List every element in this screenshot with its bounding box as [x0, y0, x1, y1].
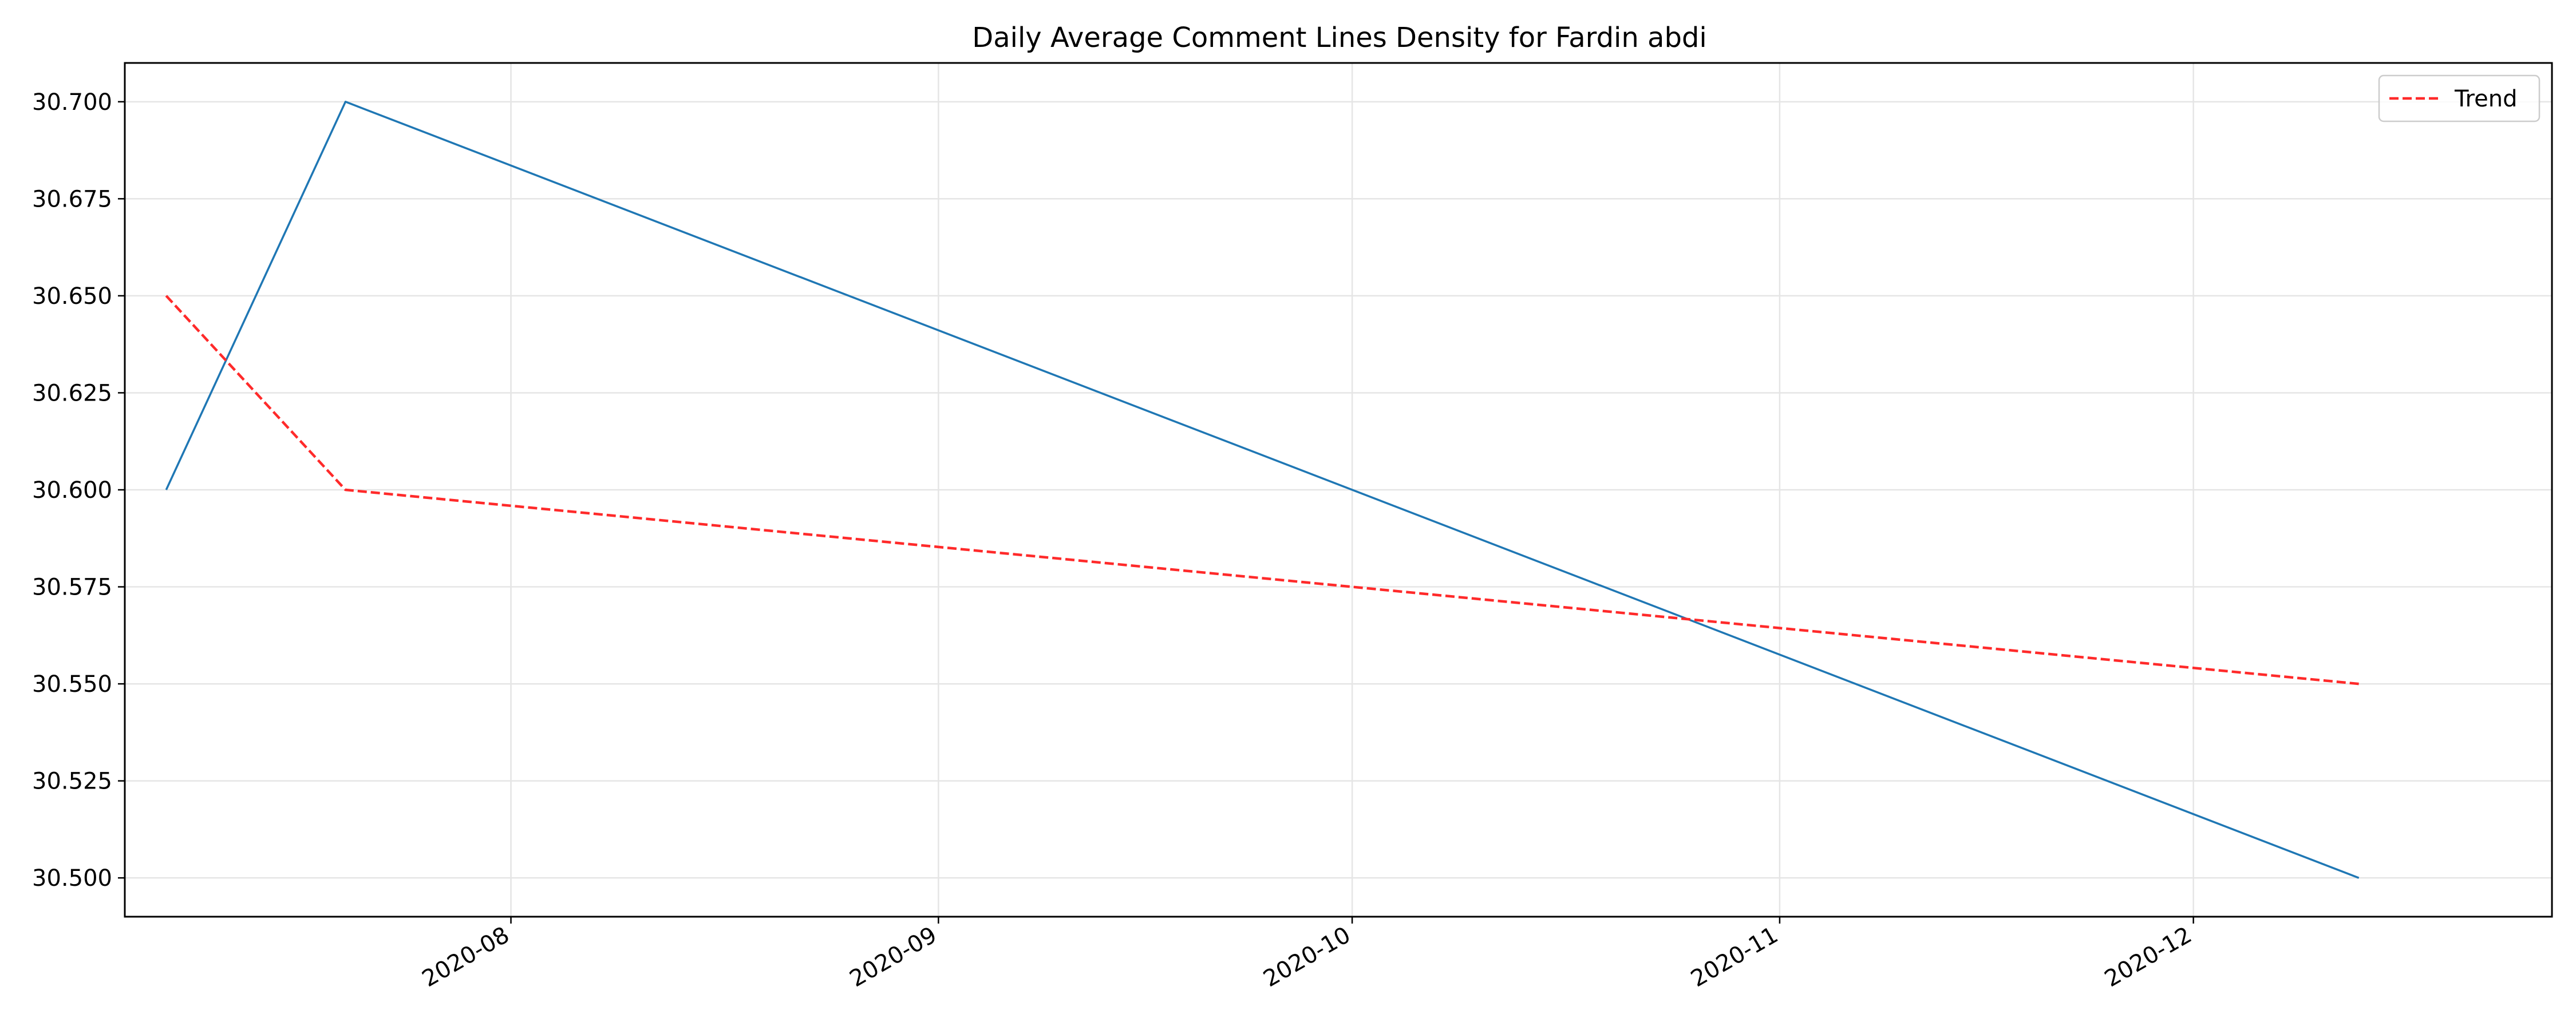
legend-box — [2378, 74, 2541, 122]
legend: Trend — [2378, 74, 2541, 122]
y-tick-label: 30.650 — [32, 283, 112, 310]
y-tick-label: 30.600 — [32, 477, 112, 504]
grid — [125, 63, 2552, 917]
y-tick-label: 30.525 — [32, 768, 112, 795]
y-tick-label: 30.500 — [32, 865, 112, 892]
series-group — [165, 101, 2360, 879]
series-line-trend — [165, 295, 2359, 686]
y-tick-label: 30.550 — [32, 671, 112, 698]
chart-title: Daily Average Comment Lines Density for … — [972, 22, 1706, 54]
y-tick-label: 30.625 — [32, 380, 112, 406]
y-tick-label: 30.575 — [32, 575, 112, 601]
y-tick-label: 30.675 — [32, 186, 112, 212]
legend-label: Trend — [2454, 86, 2517, 112]
y-tick-label: 30.700 — [32, 89, 112, 116]
